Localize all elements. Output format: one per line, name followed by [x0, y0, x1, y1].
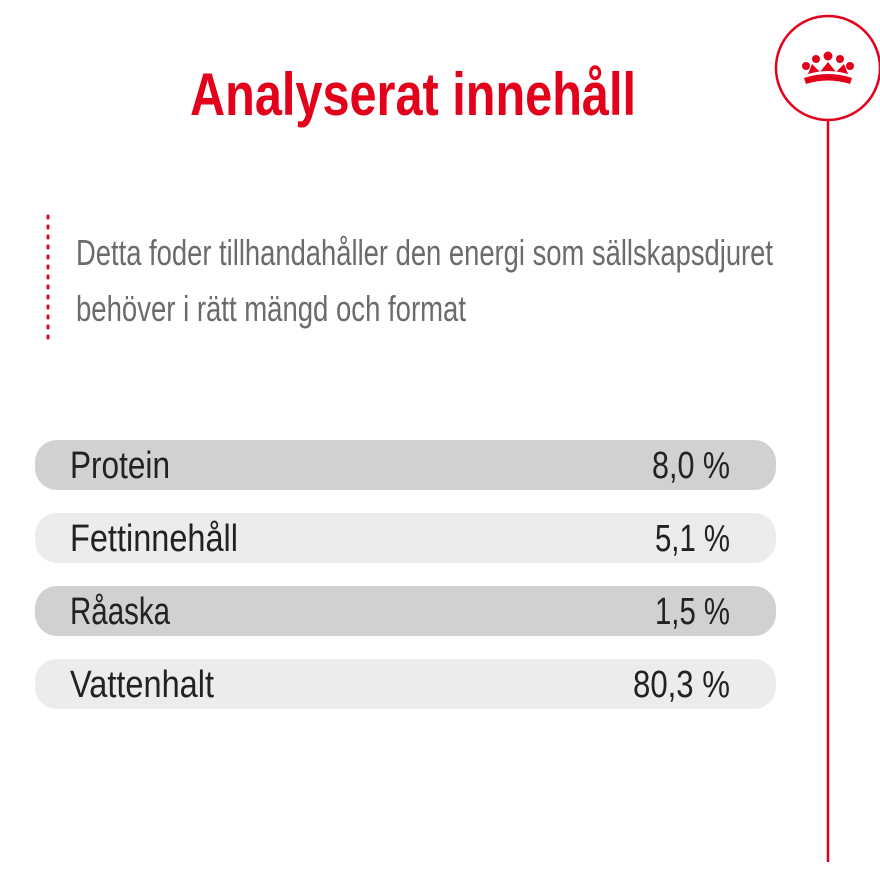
row-value: 8,0 % — [652, 445, 730, 487]
row-label: Vattenhalt — [70, 664, 214, 706]
table-row — [35, 440, 776, 490]
table-row — [35, 586, 776, 636]
table-row — [35, 513, 776, 563]
row-label: Protein — [70, 445, 170, 487]
title: Analyserat innehåll — [190, 61, 636, 128]
table-row — [35, 659, 776, 709]
row-label: Råaska — [70, 591, 171, 633]
row-value: 1,5 % — [655, 591, 730, 633]
nutrition-table: Protein 8,0 % Fettinnehåll 5,1 % Råaska 1,5 %… — [35, 440, 776, 709]
crown-logo — [802, 51, 854, 84]
row-label: Fettinnehåll — [70, 518, 238, 560]
description-line: Detta foder tillhandahåller den energi s… — [76, 232, 773, 273]
row-value: 80,3 % — [633, 664, 730, 706]
row-value: 5,1 % — [655, 518, 730, 560]
description-line: behöver i rätt mängd och format — [76, 288, 466, 329]
